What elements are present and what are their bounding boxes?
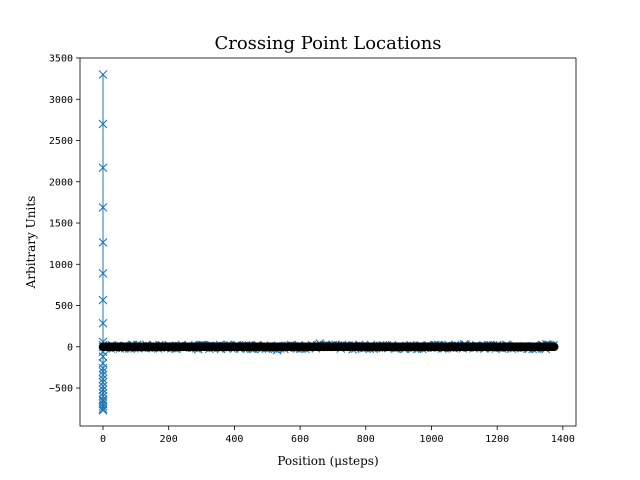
data-point xyxy=(98,401,108,411)
axis-ticks: 0 200 400 600 800 1000 1200 1400 −500 0 500 1000 150… xyxy=(49,54,575,446)
data-point xyxy=(98,295,108,305)
data-point xyxy=(550,342,559,351)
x-tick-label: 1000 xyxy=(419,434,443,445)
data-point xyxy=(98,374,108,384)
data-point xyxy=(98,119,108,129)
x-tick-label: 1200 xyxy=(485,434,509,445)
y-tick-label: 0 xyxy=(67,342,73,353)
data-point xyxy=(98,318,108,328)
chart-title: Crossing Point Locations xyxy=(214,33,441,54)
x-tick-label: 600 xyxy=(291,434,309,445)
data-point xyxy=(98,404,108,414)
y-tick-label: 1000 xyxy=(49,260,73,271)
data-point xyxy=(98,202,108,212)
y-tick-label: 3000 xyxy=(49,95,73,106)
y-tick-label: 1500 xyxy=(49,219,73,230)
y-tick-label: 500 xyxy=(55,301,73,312)
data-point xyxy=(98,352,108,362)
x-axis-label: Position (μsteps) xyxy=(277,454,378,468)
data-point xyxy=(98,388,108,398)
data-point xyxy=(98,382,108,391)
data-point xyxy=(98,405,108,415)
data-point xyxy=(98,370,108,380)
y-tick-label: 3500 xyxy=(49,54,73,65)
data-point xyxy=(98,363,108,373)
data-point xyxy=(98,367,108,376)
data-point xyxy=(98,268,108,278)
y-tick-label: 2000 xyxy=(49,177,73,188)
y-tick-label: 2500 xyxy=(49,136,73,147)
y-axis-label: Arbitrary Units xyxy=(24,196,38,290)
axes-frame xyxy=(79,57,577,427)
plot-area xyxy=(98,70,559,415)
data-point xyxy=(98,395,108,404)
data-point xyxy=(98,163,108,173)
data-point xyxy=(98,238,108,247)
x-tick-label: 0 xyxy=(100,434,106,445)
data-point xyxy=(98,385,108,395)
x-tick-label: 800 xyxy=(357,434,375,445)
x-tick-label: 200 xyxy=(160,434,178,445)
x-tick-label: 1400 xyxy=(551,434,575,445)
plot-content xyxy=(98,70,559,415)
data-point xyxy=(98,377,108,387)
y-tick-label: −500 xyxy=(49,384,73,395)
data-point xyxy=(98,70,108,79)
x-tick-label: 400 xyxy=(225,434,243,445)
